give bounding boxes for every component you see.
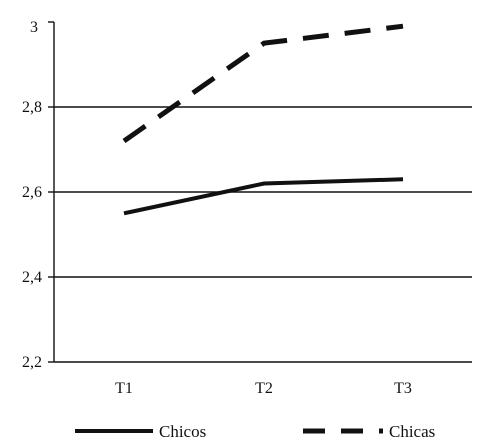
- legend: Chicos Chicas: [75, 422, 435, 441]
- y-tick-label: 2,8: [22, 99, 42, 116]
- x-tick-label: T3: [394, 380, 412, 397]
- axes: [48, 21, 472, 363]
- x-tick-labels: T1 T2 T3: [115, 380, 412, 397]
- series-lines: [122, 23, 404, 216]
- legend-label-chicas: Chicas: [389, 422, 435, 441]
- x-tick-label: T2: [255, 380, 273, 397]
- legend-label-chicos: Chicos: [159, 422, 206, 441]
- y-tick-label: 2,2: [22, 354, 42, 371]
- gridlines: [54, 106, 472, 278]
- x-tick-label: T1: [115, 380, 133, 397]
- y-tick-label: 3: [30, 19, 38, 36]
- y-tick-label: 2,6: [22, 184, 42, 201]
- y-tick-label: 2,4: [22, 269, 42, 286]
- y-tick-labels: 2,2 2,4 2,6 2,8 3: [22, 19, 42, 371]
- series-line-chicos: [123, 177, 404, 216]
- series-line-chicas: [122, 23, 404, 144]
